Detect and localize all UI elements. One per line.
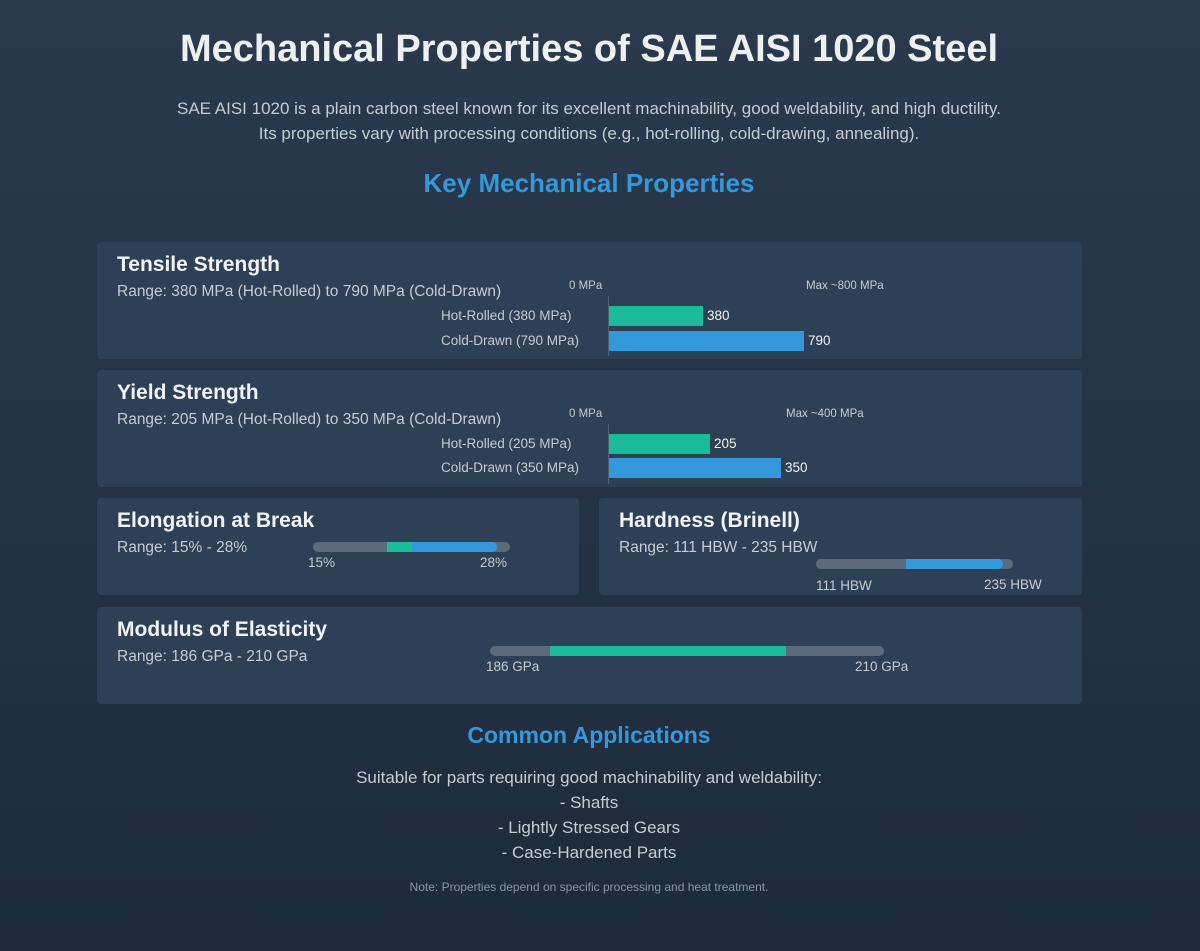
bar-label-cold-drawn: Cold-Drawn (350 MPa) xyxy=(441,460,580,475)
footnote: Note: Properties depend on specific proc… xyxy=(409,880,769,894)
applications-heading: Common Applications xyxy=(467,722,711,748)
bar-label-hot-rolled: Hot-Rolled (380 MPa) xyxy=(441,308,572,323)
axis-min-label: 0 MPa xyxy=(569,280,603,292)
card-range: Range: 205 MPa (Hot-Rolled) to 350 MPa (… xyxy=(117,411,502,428)
range-segment-hot-rolled xyxy=(387,542,412,552)
card-range: Range: 15% - 28% xyxy=(117,539,248,556)
intro-line-2: Its properties vary with processing cond… xyxy=(258,124,920,143)
bar-value-cold-drawn: 350 xyxy=(785,460,808,475)
card-title: Hardness (Brinell) xyxy=(619,509,800,532)
bar-cold-drawn xyxy=(609,458,781,478)
bar-label-hot-rolled: Hot-Rolled (205 MPa) xyxy=(441,436,572,451)
range-min-label: 186 GPa xyxy=(486,659,540,674)
intro-text: SAE AISI 1020 is a plain carbon steel kn… xyxy=(0,96,1178,146)
bar-hot-rolled xyxy=(609,434,710,454)
card-range: Range: 186 GPa - 210 GPa xyxy=(117,648,308,665)
application-item: - Lightly Stressed Gears xyxy=(497,818,681,837)
modulus-card: Modulus of Elasticity Range: 186 GPa - 2… xyxy=(97,607,1082,704)
application-item: - Shafts xyxy=(559,793,619,812)
card-title: Elongation at Break xyxy=(117,509,315,532)
range-max-label: 28% xyxy=(480,555,508,570)
intro-line-1: SAE AISI 1020 is a plain carbon steel kn… xyxy=(176,99,1001,118)
axis-max-label: Max ~800 MPa xyxy=(806,280,884,292)
page-title: Mechanical Properties of SAE AISI 1020 S… xyxy=(179,28,999,70)
key-properties-heading: Key Mechanical Properties xyxy=(423,168,755,198)
range-segment xyxy=(906,559,1003,569)
bar-cold-drawn xyxy=(609,331,804,351)
card-title: Yield Strength xyxy=(117,381,259,404)
bar-value-hot-rolled: 380 xyxy=(707,308,730,323)
axis-max-label: Max ~400 MPa xyxy=(786,408,864,420)
axis-min-label: 0 MPa xyxy=(569,408,603,420)
tensile-strength-card: Tensile Strength Range: 380 MPa (Hot-Rol… xyxy=(97,242,1082,359)
range-max-label: 235 HBW xyxy=(984,577,1042,592)
hardness-card: Hardness (Brinell) Range: 111 HBW - 235 … xyxy=(599,498,1082,595)
bar-label-cold-drawn: Cold-Drawn (790 MPa) xyxy=(441,333,580,348)
axis-line xyxy=(608,424,609,484)
applications-list: Suitable for parts requiring good machin… xyxy=(0,765,1178,865)
bar-value-cold-drawn: 790 xyxy=(808,333,831,348)
card-title: Modulus of Elasticity xyxy=(117,618,328,641)
range-min-label: 15% xyxy=(308,555,336,570)
axis-line xyxy=(608,296,609,356)
application-item: - Case-Hardened Parts xyxy=(501,843,677,862)
range-max-label: 210 GPa xyxy=(855,659,909,674)
card-title: Tensile Strength xyxy=(117,253,280,276)
card-range: Range: 111 HBW - 235 HBW xyxy=(619,539,818,556)
range-min-label: 111 HBW xyxy=(816,578,872,593)
bar-hot-rolled xyxy=(609,306,703,326)
bar-value-hot-rolled: 205 xyxy=(714,436,737,451)
card-range: Range: 380 MPa (Hot-Rolled) to 790 MPa (… xyxy=(117,283,502,300)
range-segment xyxy=(550,646,786,656)
range-segment-cold-drawn xyxy=(412,542,497,552)
elongation-card: Elongation at Break Range: 15% - 28% 15%… xyxy=(97,498,579,595)
applications-intro: Suitable for parts requiring good machin… xyxy=(356,768,822,787)
yield-strength-card: Yield Strength Range: 205 MPa (Hot-Rolle… xyxy=(97,370,1082,487)
